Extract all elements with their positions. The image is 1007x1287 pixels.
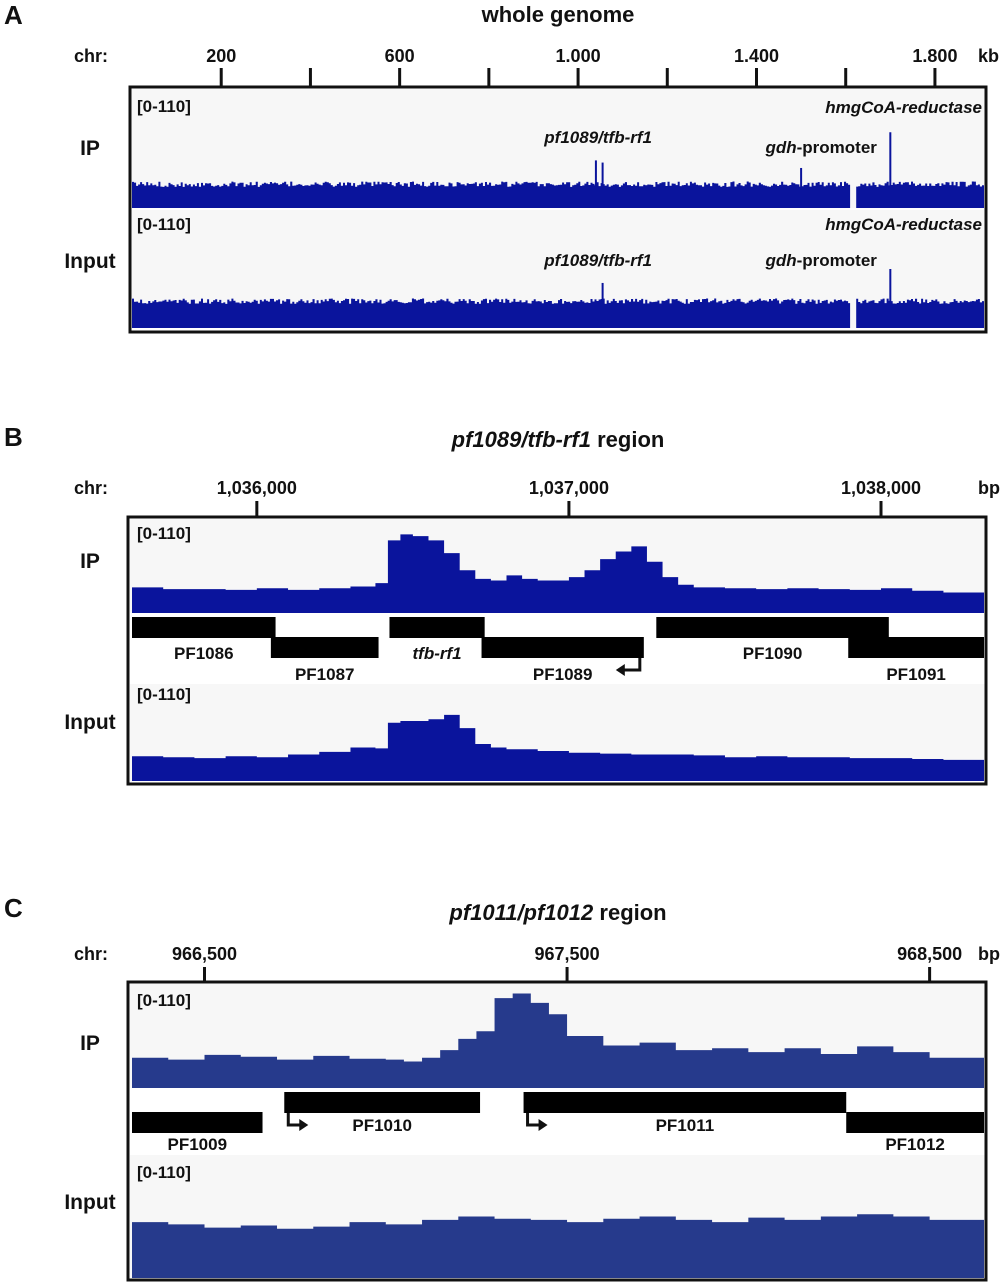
panel-letter: C [4,893,23,923]
gene-track: PF1009 PF1010 PF1011 PF1012 [130,1090,986,1154]
gene-track: PF1086 PF1087 tfb-rf1 PF1089 PF1090 PF1091 [130,615,986,684]
track-ip: [0-110] IP [80,519,986,613]
tick-label: 200 [206,46,236,66]
track-label: Input [64,1191,115,1214]
tick-label: 967,500 [535,944,600,964]
panel-frame [126,980,988,1282]
track-range-label: [0-110] [137,1163,191,1182]
track-label: Input [64,711,115,734]
gene-pf1011 [523,1092,847,1113]
panel-letter: B [4,422,23,452]
gene-pf1087 [270,637,379,658]
track-label: IP [80,1032,100,1055]
track-input: [0-110] Input [64,1155,986,1278]
gene-label: PF1087 [295,665,355,684]
panel-title: pf1011/pf1012 region [448,900,666,925]
axis-prefix: chr: [74,944,108,964]
gene-label: PF1090 [743,644,803,663]
signal-area [132,181,984,208]
signal-area [132,298,984,328]
gene-pf1012 [846,1112,984,1133]
gene-label: PF1086 [174,644,234,663]
peak-annotation: hmgCoA-reductase [825,98,982,117]
gene-pf1090 [656,617,889,638]
track-label: IP [80,550,100,573]
track-range-label: [0-110] [137,685,191,704]
track-ip: hmgCoA-reductase pf1089/tfb-rf1 gdh-promot… [80,89,986,208]
gene-label: PF1011 [656,1116,715,1135]
gene-label: PF1012 [885,1135,945,1154]
tss-arrow-icon [526,1113,542,1127]
axis-unit: bp [978,944,1000,964]
tick-label: 600 [385,46,415,66]
tick-label: 1,037,000 [529,478,609,498]
track-ip: [0-110] IP [80,984,986,1088]
axis-unit: kb [978,46,999,66]
tick-label: 1.800 [912,46,957,66]
track-range-label: [0-110] [137,97,191,116]
signal-area [132,993,984,1088]
track-input: [0-110] Input [64,684,986,781]
tss-arrowhead-icon [615,664,625,676]
axis-prefix: chr: [74,478,108,498]
gene-label: PF1091 [886,665,946,684]
tick-label: 968,500 [897,944,962,964]
track-range-label: [0-110] [137,991,191,1010]
tick-label: 1.000 [556,46,601,66]
track-label: IP [80,137,100,160]
tss-arrowhead-icon [299,1119,309,1131]
gene-label: PF1009 [167,1135,227,1154]
gene-label: tfb-rf1 [413,644,462,663]
panel-frame [126,515,988,786]
gene-pf1010 [284,1092,481,1113]
track-range-label: [0-110] [137,215,191,234]
panel-frame [128,85,988,334]
peak-annotation: pf1089/tfb-rf1 [543,128,652,147]
tss-arrow-icon [621,658,642,672]
gene-label: PF1010 [352,1116,412,1135]
tick-label: 1,036,000 [217,478,297,498]
gene-pf1009 [132,1112,263,1133]
track-input: hmgCoA-reductase pf1089/tfb-rf1 gdh-promot… [64,210,986,328]
peak-annotation: gdh-promoter [764,251,877,270]
track-label: Input [64,250,115,273]
gene-label: PF1089 [533,665,593,684]
tick-label: 1.400 [734,46,779,66]
panel-letter: A [4,0,23,30]
tss-arrow-icon [286,1113,303,1127]
panel-title: whole genome [481,2,635,27]
gene-pf1089 [481,637,644,658]
peak-annotation: pf1089/tfb-rf1 [543,251,652,270]
tick-label: 966,500 [172,944,237,964]
track-range-label: [0-110] [137,524,191,543]
gene-pf1091 [848,637,984,658]
tick-label: 1,038,000 [841,478,921,498]
signal-area [132,714,984,781]
peak-annotation: hmgCoA-reductase [825,215,982,234]
gene-pf1086 [132,617,276,638]
signal-area [132,1214,984,1278]
tss-arrowhead-icon [538,1119,548,1131]
gene-tfb-rf1 [389,617,485,638]
axis-prefix: chr: [74,46,108,66]
signal-area [132,534,984,613]
axis-unit: bp [978,478,1000,498]
peak-annotation: gdh-promoter [764,138,877,157]
panel-title: pf1089/tfb-rf1 region [451,427,665,452]
